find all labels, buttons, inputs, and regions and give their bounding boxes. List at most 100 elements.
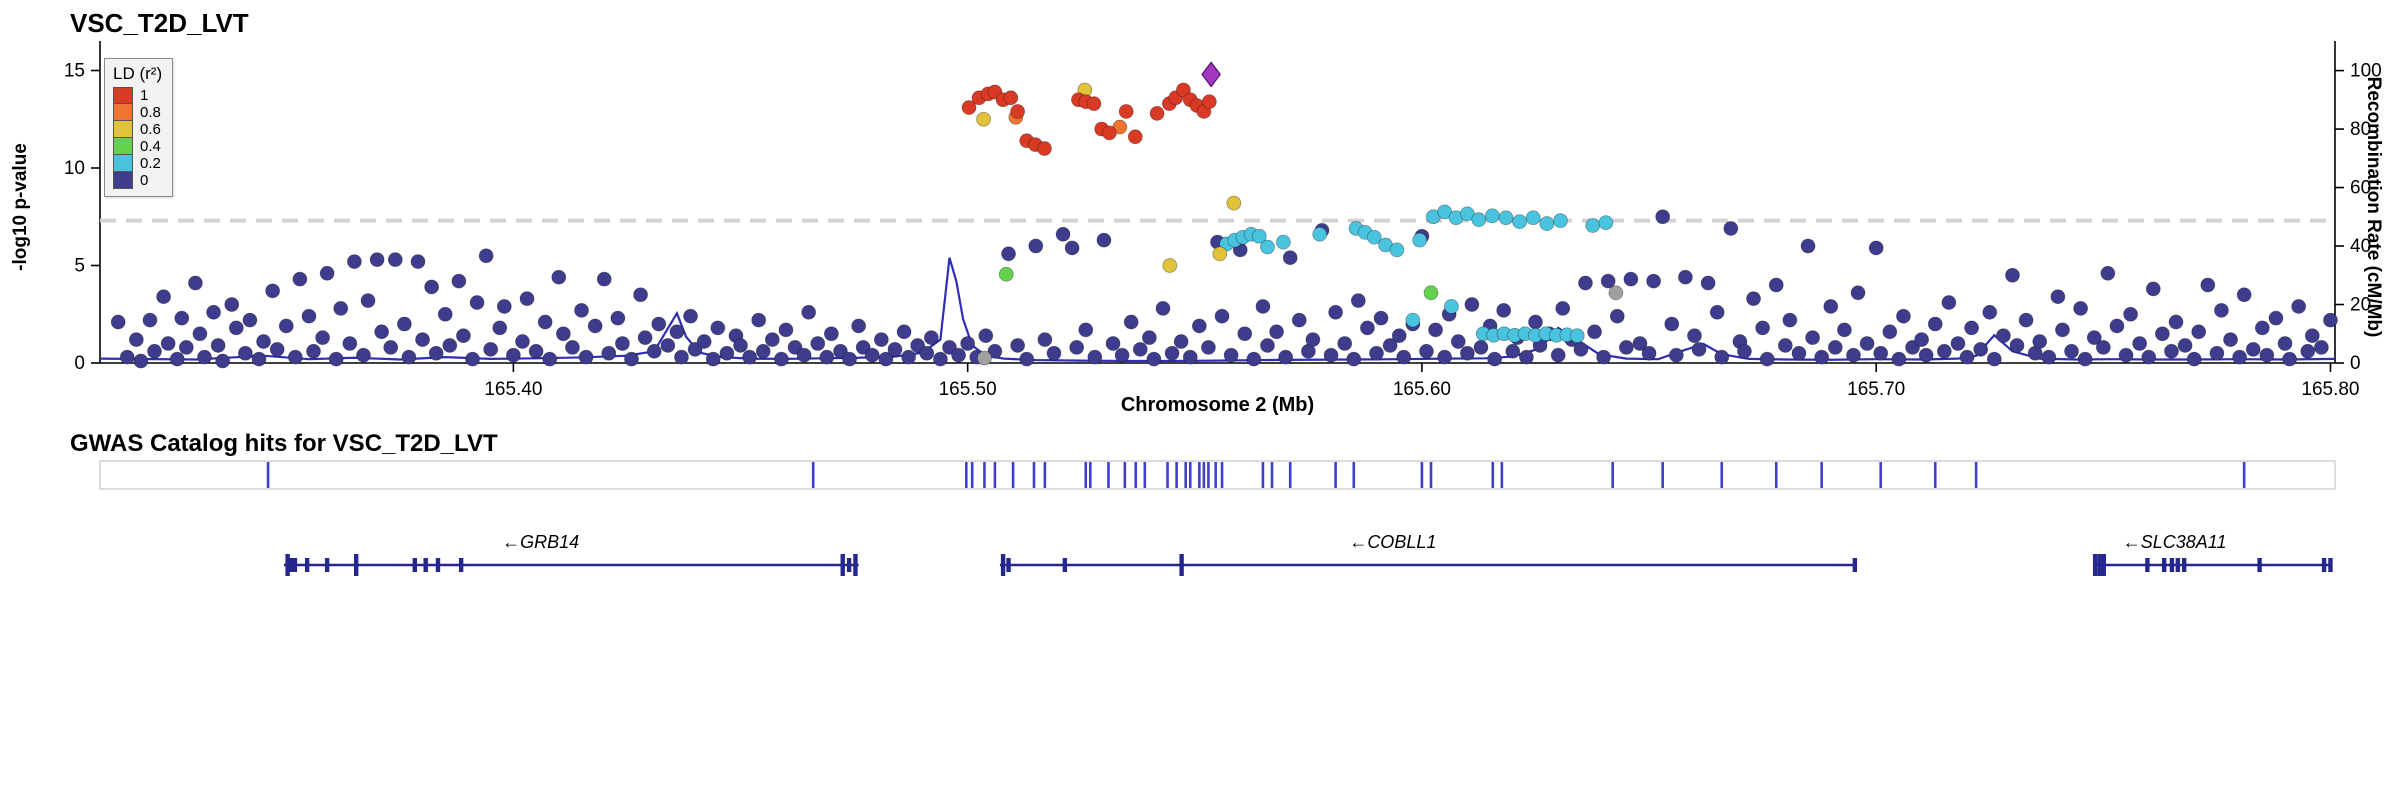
snp-point[interactable] <box>646 343 662 359</box>
snp-point[interactable] <box>1350 293 1366 309</box>
snp-point[interactable] <box>1246 351 1262 367</box>
snp-point[interactable] <box>1096 232 1112 248</box>
snp-point[interactable] <box>519 291 535 307</box>
snp-point[interactable] <box>2154 326 2170 342</box>
snp-point[interactable] <box>374 324 390 340</box>
snp-point[interactable] <box>1646 273 1661 289</box>
snp-point[interactable] <box>1519 349 1534 365</box>
snp-point[interactable] <box>951 347 966 363</box>
snp-point[interactable] <box>387 252 403 268</box>
snp-point[interactable] <box>1896 308 1911 324</box>
snp-point[interactable] <box>1328 304 1344 320</box>
snp-point[interactable] <box>542 351 558 367</box>
snp-point[interactable] <box>1437 349 1453 365</box>
snp-point[interactable] <box>2009 338 2025 353</box>
snp-point[interactable] <box>1759 351 1775 367</box>
snp-point[interactable] <box>1609 308 1625 324</box>
snp-point[interactable] <box>215 353 231 369</box>
snp-point[interactable] <box>1450 334 1466 349</box>
snp-point[interactable] <box>2209 345 2225 361</box>
snp-point[interactable] <box>1882 324 1898 340</box>
snp-point[interactable] <box>2086 330 2102 346</box>
snp-point[interactable] <box>2259 347 2275 363</box>
snp-point[interactable] <box>1873 345 1889 361</box>
snp-point[interactable] <box>2168 314 2184 330</box>
snp-point[interactable] <box>256 334 271 349</box>
snp-point[interactable] <box>1226 195 1242 211</box>
snp-point[interactable] <box>1419 343 1434 359</box>
snp-point[interactable] <box>1155 300 1171 316</box>
snp-point[interactable] <box>1505 343 1521 359</box>
snp-point[interactable] <box>1275 234 1291 250</box>
snp-point[interactable] <box>396 316 412 332</box>
snp-point[interactable] <box>2300 343 2316 359</box>
snp-point[interactable] <box>774 351 789 367</box>
snp-point[interactable] <box>1382 338 1398 353</box>
snp-point[interactable] <box>128 332 144 348</box>
snp-point[interactable] <box>1850 285 1866 301</box>
snp-point[interactable] <box>696 334 712 349</box>
snp-point[interactable] <box>237 345 253 361</box>
snp-point[interactable] <box>1746 291 1761 307</box>
snp-point[interactable] <box>2005 267 2020 283</box>
snp-point[interactable] <box>1010 338 1026 353</box>
snp-point[interactable] <box>2123 306 2138 322</box>
snp-point[interactable] <box>1959 349 1975 365</box>
snp-point[interactable] <box>496 299 512 314</box>
snp-point[interactable] <box>864 347 880 363</box>
snp-point[interactable] <box>1214 308 1230 324</box>
snp-point[interactable] <box>428 345 444 361</box>
snp-point[interactable] <box>1003 90 1019 106</box>
snp-point[interactable] <box>651 316 667 332</box>
snp-point[interactable] <box>1191 318 1207 334</box>
snp-point[interactable] <box>1162 258 1178 273</box>
snp-point[interactable] <box>596 271 612 287</box>
snp-point[interactable] <box>751 312 767 328</box>
snp-point[interactable] <box>437 306 453 322</box>
snp-point[interactable] <box>778 322 794 338</box>
snp-point[interactable] <box>1212 246 1228 262</box>
snp-point[interactable] <box>1019 351 1035 367</box>
snp-point[interactable] <box>369 252 385 268</box>
snp-point[interactable] <box>998 266 1014 282</box>
snp-point[interactable] <box>1578 275 1593 291</box>
snp-point[interactable] <box>1539 216 1555 231</box>
snp-point[interactable] <box>978 328 994 344</box>
snp-point[interactable] <box>2164 343 2179 359</box>
snp-point[interactable] <box>2018 312 2034 328</box>
snp-point[interactable] <box>1278 349 1294 365</box>
snp-point[interactable] <box>1555 300 1571 316</box>
snp-point[interactable] <box>147 343 162 359</box>
snp-point[interactable] <box>1714 349 1730 365</box>
snp-point[interactable] <box>1305 332 1321 348</box>
snp-point[interactable] <box>301 308 317 324</box>
snp-point[interactable] <box>2223 332 2238 348</box>
snp-point[interactable] <box>2186 351 2202 367</box>
snp-point[interactable] <box>356 347 371 363</box>
snp-point[interactable] <box>910 338 926 353</box>
snp-point[interactable] <box>251 351 267 367</box>
snp-point[interactable] <box>551 269 567 285</box>
snp-point[interactable] <box>465 351 480 367</box>
snp-point[interactable] <box>1055 226 1071 242</box>
snp-point[interactable] <box>555 326 571 342</box>
snp-point[interactable] <box>1127 129 1143 145</box>
snp-point[interactable] <box>1464 297 1480 312</box>
snp-point[interactable] <box>492 320 508 336</box>
snp-point[interactable] <box>1164 345 1180 361</box>
snp-point[interactable] <box>1473 339 1489 355</box>
snp-point[interactable] <box>442 338 458 353</box>
snp-point[interactable] <box>1028 238 1044 254</box>
snp-point[interactable] <box>333 300 349 316</box>
snp-point[interactable] <box>1709 304 1725 320</box>
snp-point[interactable] <box>1641 345 1657 361</box>
snp-point[interactable] <box>1064 240 1080 256</box>
snp-point[interactable] <box>1914 332 1930 348</box>
lead-snp-diamond[interactable] <box>1201 61 1222 88</box>
snp-point[interactable] <box>977 350 992 366</box>
snp-point[interactable] <box>1550 347 1566 363</box>
snp-point[interactable] <box>1069 339 1085 355</box>
snp-point[interactable] <box>269 341 285 357</box>
snp-point[interactable] <box>1587 324 1602 340</box>
snp-point[interactable] <box>1182 349 1198 365</box>
